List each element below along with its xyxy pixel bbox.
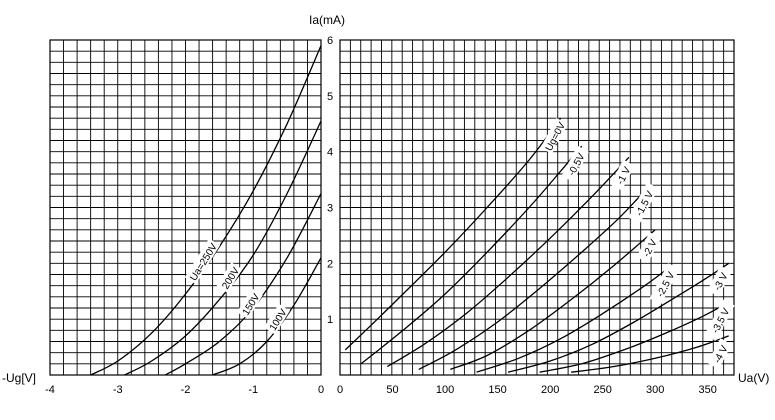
labels-layer: -4 -3 -2 -1 0 0 50 100 150 200 250 300 350 1 2 3 4 5 6 Ua=2… [45, 35, 735, 396]
output-curve-ug-0v [344, 117, 562, 351]
y-tick-label: 2 [327, 258, 333, 270]
curve-label-bg [704, 299, 735, 341]
transfer-x-tick-label: -2 [181, 384, 191, 396]
output-x-tick-label: 0 [337, 384, 343, 396]
output-x-tick-label: 250 [593, 384, 611, 396]
transfer-curve-ua-250v [90, 45, 322, 376]
transfer-x-tick-label: -4 [45, 384, 55, 396]
curve-label-2-5-v: -2,5 V [649, 263, 680, 305]
output-x-tick-label: 150 [488, 384, 506, 396]
curve-label-ua-250v: Ua=250V [184, 238, 221, 285]
y-tick-label: 1 [327, 314, 333, 326]
output-curve-3-5-v [539, 301, 730, 373]
output-x-tick-label: 300 [646, 384, 664, 396]
transfer-curve-100v [212, 257, 322, 376]
curve-label-bg [561, 145, 589, 182]
curve-label-150v: 150V [236, 288, 263, 320]
curve-label-bg [707, 338, 732, 370]
curve-label-bg [236, 288, 263, 320]
y-tick-label: 6 [327, 35, 333, 47]
output-x-tick-label: 200 [541, 384, 559, 396]
curve-label-200v: 200V [216, 262, 243, 293]
output-curve-1-5-v [418, 184, 651, 370]
output-frame [339, 39, 735, 376]
output-curve-3-v [507, 262, 730, 373]
transfer-x-tick-label: -3 [113, 384, 123, 396]
curve-label-bg [264, 303, 290, 335]
output-curve-2-5-v [476, 265, 672, 373]
transfer-x-tick-label: -1 [248, 384, 258, 396]
output-curve-2-v [450, 229, 656, 371]
curve-label-ug-0v: Ug=0V [540, 117, 568, 155]
left-x-axis-title: -Ug[V] [2, 371, 36, 385]
curve-label-3-v: -3 V [707, 265, 732, 297]
y-tick-label: 5 [327, 91, 333, 103]
curve-label-bg [216, 262, 243, 293]
output-x-tick-label: 50 [386, 384, 398, 396]
transfer-frame [49, 39, 322, 376]
curve-label-bg [540, 117, 568, 155]
curve-label-1-v: -1 V [610, 159, 635, 191]
curve-label-bg [636, 232, 662, 263]
output-grid [339, 39, 735, 376]
curve-label-3-5-v: -3,5 V [704, 299, 735, 341]
y-tick-label: 3 [327, 203, 333, 215]
curve-label-bg [649, 263, 680, 305]
transfer-curve-200v [124, 120, 322, 376]
y-axis-title: Ia(mA) [309, 13, 345, 27]
curve-label-bg [610, 159, 635, 191]
y-tick-label: 4 [327, 147, 333, 159]
curve-label-bg [707, 265, 732, 297]
output-curve-1-v [386, 156, 630, 368]
output-curve-4-v [571, 335, 729, 373]
curve-label-bg [184, 238, 221, 285]
output-x-tick-label: 100 [436, 384, 454, 396]
right-x-axis-title: Ua(V) [738, 371, 769, 385]
curve-label-bg [628, 182, 659, 224]
curves-layer [90, 45, 730, 376]
transfer-x-tick-label: 0 [318, 384, 324, 396]
output-x-tick-label: 350 [699, 384, 717, 396]
output-curve-0-5v [360, 145, 583, 365]
transfer-curve-150v [164, 193, 322, 376]
